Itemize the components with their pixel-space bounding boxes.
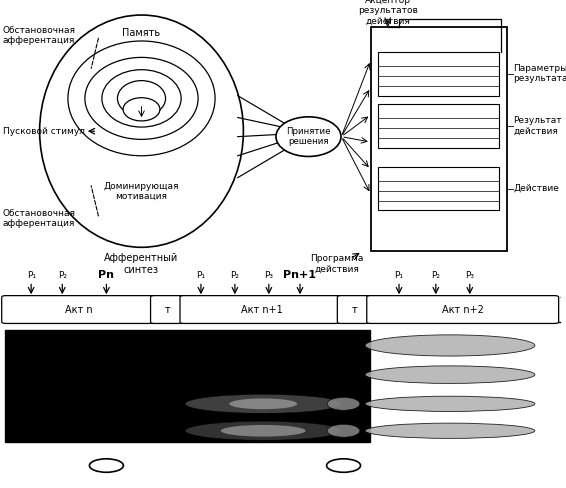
Text: Pn+1: Pn+1 (284, 270, 316, 280)
Text: P₃: P₃ (465, 271, 474, 280)
Text: Действие: Действие (513, 184, 559, 193)
Ellipse shape (6, 395, 125, 413)
Ellipse shape (186, 421, 341, 440)
Ellipse shape (221, 425, 306, 437)
Ellipse shape (143, 368, 176, 381)
Ellipse shape (186, 333, 341, 358)
FancyBboxPatch shape (2, 296, 157, 324)
Text: Принятие
решения: Принятие решения (286, 127, 331, 146)
Text: т: т (351, 305, 358, 315)
Ellipse shape (322, 337, 365, 354)
Ellipse shape (186, 394, 341, 413)
Ellipse shape (186, 364, 341, 386)
FancyBboxPatch shape (180, 296, 344, 324)
Ellipse shape (365, 396, 535, 411)
Text: P₁: P₁ (196, 271, 205, 280)
Text: Pn: Pn (98, 270, 114, 280)
Text: Память: Память (122, 28, 161, 38)
FancyBboxPatch shape (367, 296, 559, 324)
FancyBboxPatch shape (5, 330, 370, 442)
Ellipse shape (365, 423, 535, 438)
FancyBboxPatch shape (378, 104, 499, 147)
Text: Акт n+1: Акт n+1 (241, 305, 282, 315)
Ellipse shape (327, 397, 360, 410)
Ellipse shape (40, 15, 243, 247)
Ellipse shape (5, 397, 42, 410)
Text: P₁: P₁ (27, 271, 36, 280)
Circle shape (327, 459, 361, 472)
Text: Акцептор
результатов
действия: Акцептор результатов действия (358, 0, 418, 26)
Ellipse shape (365, 366, 535, 384)
Text: Доминирующая
мотивация: Доминирующая мотивация (104, 182, 179, 201)
Text: Обстановочная
афферентация: Обстановочная афферентация (3, 209, 76, 228)
Ellipse shape (6, 422, 125, 440)
Ellipse shape (327, 424, 360, 437)
Text: т: т (165, 305, 171, 315)
Ellipse shape (141, 338, 178, 353)
FancyBboxPatch shape (337, 296, 372, 324)
Text: Афферентный
синтез: Афферентный синтез (104, 253, 179, 275)
Text: Обстановочная
афферентация: Обстановочная афферентация (3, 26, 76, 45)
Text: Акт n+2: Акт n+2 (442, 305, 483, 315)
Ellipse shape (5, 337, 42, 354)
Text: P₃: P₃ (264, 271, 273, 280)
Ellipse shape (325, 367, 362, 382)
Ellipse shape (145, 425, 174, 436)
Text: P₂: P₂ (230, 271, 239, 280)
FancyBboxPatch shape (378, 52, 499, 96)
Ellipse shape (6, 334, 125, 357)
Text: Акт n: Акт n (66, 305, 93, 315)
FancyBboxPatch shape (151, 296, 185, 324)
FancyBboxPatch shape (371, 27, 507, 251)
Ellipse shape (365, 335, 535, 356)
Ellipse shape (145, 398, 174, 409)
Text: Пусковой стимул: Пусковой стимул (3, 127, 85, 136)
Text: Программа
действия: Программа действия (310, 254, 363, 273)
Ellipse shape (5, 424, 42, 437)
Circle shape (89, 459, 123, 472)
Text: P₂: P₂ (58, 271, 67, 280)
Text: Результат
действия: Результат действия (513, 116, 562, 135)
Ellipse shape (123, 98, 160, 121)
Text: P₁: P₁ (395, 271, 404, 280)
FancyBboxPatch shape (378, 167, 499, 210)
Ellipse shape (5, 367, 42, 383)
Ellipse shape (276, 117, 341, 157)
Text: Параметры
результата: Параметры результата (513, 64, 566, 83)
Ellipse shape (6, 365, 125, 385)
Text: P₂: P₂ (431, 271, 440, 280)
Ellipse shape (229, 398, 297, 409)
